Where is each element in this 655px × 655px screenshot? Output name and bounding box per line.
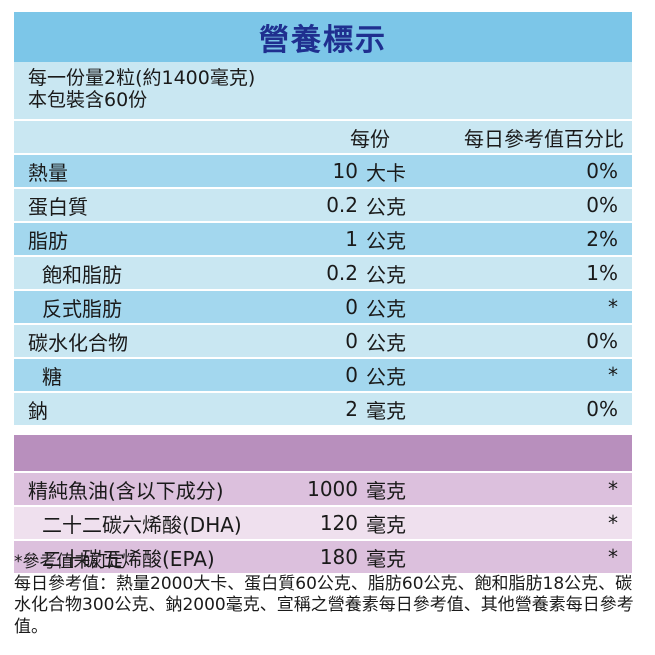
nutrient-amount: 0 bbox=[345, 363, 358, 387]
nutrient-daily-value: 1% bbox=[586, 261, 618, 285]
nutrient-unit: 公克 bbox=[366, 296, 406, 321]
nutrient-daily-value: 0% bbox=[586, 159, 618, 183]
serving-info: 每一份量2粒(約1400毫克) 本包裝含60份 bbox=[14, 62, 632, 119]
nutrient-name: 糖 bbox=[42, 364, 62, 389]
section-divider bbox=[14, 435, 632, 471]
ingredient-name: 二十碳五烯酸(EPA) bbox=[42, 546, 215, 571]
nutrient-name: 鈉 bbox=[28, 398, 48, 423]
ingredient-row-dha: 二十二碳六烯酸(DHA) 120 毫克 * bbox=[14, 507, 632, 539]
ingredient-amount: 120 bbox=[319, 511, 358, 535]
ingredient-daily-value: * bbox=[608, 477, 618, 501]
nutrient-name: 脂肪 bbox=[28, 228, 68, 253]
nutrient-daily-value: * bbox=[608, 363, 618, 387]
nutrient-row-protein: 蛋白質 0.2 公克 0% bbox=[14, 189, 632, 221]
nutrient-daily-value: * bbox=[608, 295, 618, 319]
nutrient-daily-value: 2% bbox=[586, 227, 618, 251]
nutrient-unit: 公克 bbox=[366, 262, 406, 287]
ingredient-daily-value: * bbox=[608, 511, 618, 535]
nutrient-name: 碳水化合物 bbox=[28, 330, 128, 355]
servings-per-package: 本包裝含60份 bbox=[28, 89, 148, 111]
nutrient-name: 反式脂肪 bbox=[42, 296, 122, 321]
footnote-daily-reference: 每日參考值：熱量2000大卡、蛋白質60公克、脂肪60公克、飽和脂肪18公克、碳… bbox=[14, 573, 634, 637]
nutrient-row-calories: 熱量 10 大卡 0% bbox=[14, 155, 632, 187]
nutrient-name: 飽和脂肪 bbox=[42, 262, 122, 287]
nutrient-name: 熱量 bbox=[28, 160, 68, 185]
nutrient-unit: 公克 bbox=[366, 364, 406, 389]
nutrient-unit: 毫克 bbox=[366, 398, 406, 423]
ingredient-unit: 毫克 bbox=[366, 512, 406, 537]
label-title: 營養標示 bbox=[259, 23, 387, 58]
ingredient-daily-value: * bbox=[608, 545, 618, 569]
title-bar: 營養標示 bbox=[14, 12, 632, 62]
nutrition-label: 營養標示 每一份量2粒(約1400毫克) 本包裝含60份 每份 每日參考值百分比… bbox=[14, 12, 632, 573]
footnote-asterisk: *參考值未訂定 bbox=[14, 552, 125, 572]
nutrient-row-fat: 脂肪 1 公克 2% bbox=[14, 223, 632, 255]
nutrient-amount: 1 bbox=[345, 227, 358, 251]
ingredient-amount: 180 bbox=[319, 545, 358, 569]
ingredient-unit: 毫克 bbox=[366, 478, 406, 503]
nutrient-unit: 公克 bbox=[366, 330, 406, 355]
per-serving-header: 每份 bbox=[350, 126, 390, 151]
nutrient-amount: 0.2 bbox=[326, 261, 358, 285]
ingredient-row-epa: 二十碳五烯酸(EPA) 180 毫克 * bbox=[14, 541, 632, 573]
footnotes: *參考值未訂定 每日參考值：熱量2000大卡、蛋白質60公克、脂肪60公克、飽和… bbox=[14, 552, 644, 638]
ingredient-name: 精純魚油(含以下成分) bbox=[28, 478, 224, 503]
nutrient-unit: 公克 bbox=[366, 228, 406, 253]
nutrient-row-sugar: 糖 0 公克 * bbox=[14, 359, 632, 391]
ingredient-name: 二十二碳六烯酸(DHA) bbox=[42, 512, 242, 537]
daily-value-header: 每日參考值百分比 bbox=[464, 126, 624, 151]
ingredient-unit: 毫克 bbox=[366, 546, 406, 571]
nutrient-row-sodium: 鈉 2 毫克 0% bbox=[14, 393, 632, 425]
nutrient-daily-value: 0% bbox=[586, 329, 618, 353]
nutrient-amount: 0.2 bbox=[326, 193, 358, 217]
nutrient-amount: 2 bbox=[345, 397, 358, 421]
serving-size: 每一份量2粒(約1400毫克) bbox=[28, 67, 256, 89]
nutrient-amount: 0 bbox=[345, 329, 358, 353]
nutrient-unit: 大卡 bbox=[366, 160, 406, 185]
ingredient-row-fish-oil: 精純魚油(含以下成分) 1000 毫克 * bbox=[14, 473, 632, 505]
nutrient-row-saturated-fat: 飽和脂肪 0.2 公克 1% bbox=[14, 257, 632, 289]
nutrient-daily-value: 0% bbox=[586, 193, 618, 217]
nutrient-daily-value: 0% bbox=[586, 397, 618, 421]
nutrient-unit: 公克 bbox=[366, 194, 406, 219]
nutrient-row-carbohydrate: 碳水化合物 0 公克 0% bbox=[14, 325, 632, 357]
column-header-row: 每份 每日參考值百分比 bbox=[14, 121, 632, 153]
nutrient-row-trans-fat: 反式脂肪 0 公克 * bbox=[14, 291, 632, 323]
nutrient-amount: 0 bbox=[345, 295, 358, 319]
ingredient-amount: 1000 bbox=[307, 477, 358, 501]
nutrient-amount: 10 bbox=[332, 159, 358, 183]
nutrient-name: 蛋白質 bbox=[28, 194, 88, 219]
